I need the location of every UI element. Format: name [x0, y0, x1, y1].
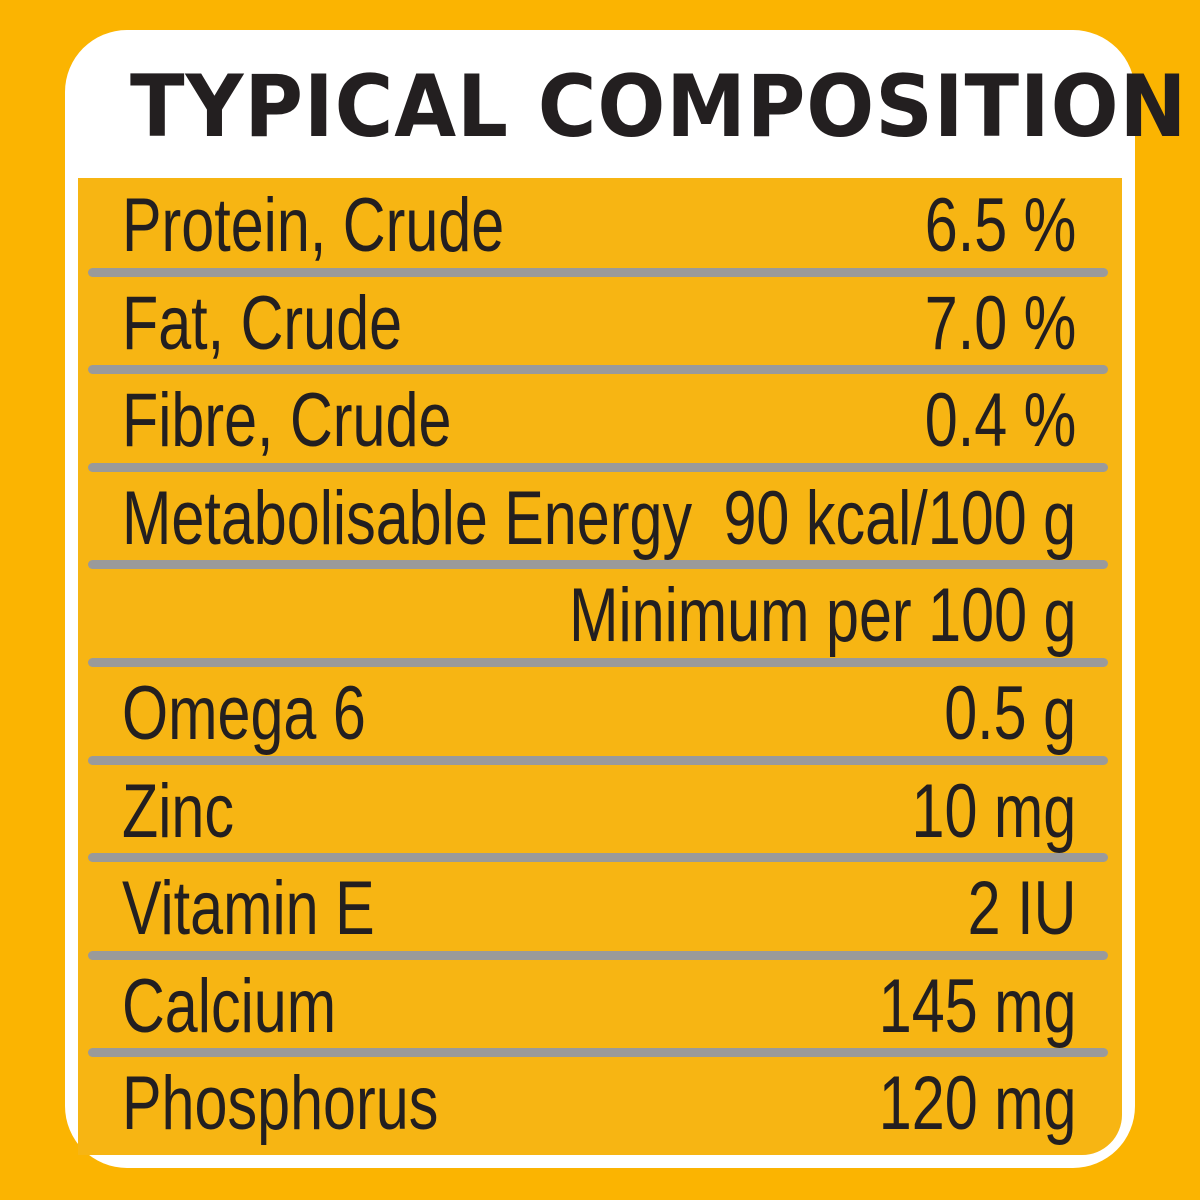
row-value: 0.5 g — [944, 671, 1076, 756]
row-divider — [88, 462, 1108, 472]
table-row: Calcium 145 mg — [78, 959, 1122, 1058]
row-divider — [88, 1048, 1108, 1058]
composition-table: Protein, Crude 6.5 % Fat, Crude 7.0 % Fibre,… — [78, 178, 1122, 1155]
row-divider — [88, 560, 1108, 570]
table-row: Metabolisable Energy 90 kcal/100 g — [78, 471, 1122, 570]
table-row: Vitamin E 2 IU — [78, 861, 1122, 960]
row-divider — [88, 853, 1108, 863]
table-row: Fat, Crude 7.0 % — [78, 276, 1122, 375]
row-divider — [88, 755, 1108, 765]
row-label: Phosphorus — [122, 1061, 439, 1147]
row-label: Calcium — [122, 963, 337, 1049]
row-value: 7.0 % — [924, 280, 1076, 366]
row-label: Omega 6 — [122, 671, 366, 756]
row-divider — [88, 950, 1108, 960]
row-value: 6.5 % — [924, 183, 1076, 268]
row-divider — [88, 267, 1108, 277]
table-row: Omega 6 0.5 g — [78, 666, 1122, 765]
row-value: 120 mg — [878, 1061, 1076, 1147]
row-divider — [88, 365, 1108, 375]
row-label: Fat, Crude — [122, 280, 403, 366]
table-row: Minimum per 100 g — [78, 568, 1122, 667]
row-label: Fibre, Crude — [122, 378, 452, 464]
row-label: Protein, Crude — [122, 183, 505, 268]
table-row: Protein, Crude 6.5 % — [78, 178, 1122, 277]
row-label: Metabolisable Energy — [122, 475, 693, 561]
row-divider — [88, 657, 1108, 667]
row-value: 0.4 % — [924, 378, 1076, 464]
row-value: 90 kcal/100 g — [723, 475, 1076, 561]
row-label: Zinc — [122, 768, 234, 854]
table-row: Phosphorus 120 mg — [78, 1056, 1122, 1154]
row-label: Vitamin E — [122, 866, 375, 952]
row-value: 145 mg — [878, 963, 1076, 1049]
table-row: Zinc 10 mg — [78, 764, 1122, 863]
row-value: 10 mg — [911, 768, 1076, 854]
row-value: Minimum per 100 g — [568, 573, 1076, 659]
table-row: Fibre, Crude 0.4 % — [78, 373, 1122, 472]
title: TYPICAL COMPOSITION — [130, 57, 1188, 157]
row-value: 2 IU — [967, 866, 1076, 952]
